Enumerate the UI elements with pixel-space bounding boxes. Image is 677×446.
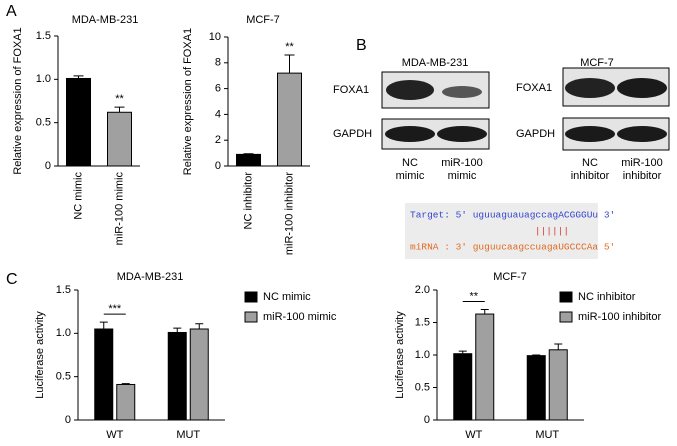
protein-label: FOXA1 bbox=[333, 84, 369, 96]
error-bar bbox=[532, 354, 541, 356]
y-tick-label: 1.0 bbox=[56, 327, 71, 339]
bar bbox=[475, 313, 495, 421]
lane-label: NC bbox=[582, 157, 598, 169]
y-axis-label: Luciferase activity bbox=[34, 311, 46, 399]
y-axis-label: Relative expression of FOXA1 bbox=[182, 28, 194, 175]
x-tick-label: WT bbox=[465, 429, 482, 441]
x-tick-label: NC inhibitor bbox=[242, 172, 254, 230]
bar bbox=[548, 349, 568, 421]
chart-title: MCF-7 bbox=[493, 271, 527, 283]
annotation: ** bbox=[285, 41, 294, 53]
error-bar bbox=[99, 321, 108, 329]
annotation: ** bbox=[469, 290, 478, 302]
legend-swatch bbox=[559, 311, 573, 323]
bar bbox=[107, 111, 132, 167]
y-tick-label: 0 bbox=[424, 414, 430, 426]
bar bbox=[116, 383, 136, 421]
panel-label: C bbox=[6, 271, 18, 288]
error-bar bbox=[114, 106, 125, 113]
x-tick-label: NC mimic bbox=[72, 172, 84, 220]
error-bar bbox=[243, 153, 254, 155]
y-tick-label: 4 bbox=[215, 108, 221, 120]
target-sequence: Target: 5' uguuaguauagccagACGGGUu 3' bbox=[410, 210, 615, 221]
y-tick-label: 0 bbox=[65, 414, 71, 426]
x-tick-label: WT bbox=[106, 429, 123, 441]
blot-title: MCF-7 bbox=[580, 57, 614, 69]
bar bbox=[453, 353, 473, 421]
y-tick-label: 0.5 bbox=[36, 117, 51, 129]
y-tick-label: 2.0 bbox=[415, 284, 430, 296]
blot-images bbox=[381, 67, 670, 151]
sequence-box bbox=[405, 203, 598, 259]
lane-label: NC bbox=[402, 157, 418, 169]
y-tick-label: 1.0 bbox=[415, 349, 430, 361]
y-tick-label: 0 bbox=[215, 160, 221, 172]
error-bar bbox=[480, 309, 489, 315]
y-tick-label: 1.5 bbox=[56, 284, 71, 296]
legend-swatch bbox=[559, 291, 573, 303]
chart-title: MDA-MB-231 bbox=[117, 271, 184, 283]
protein-label: GAPDH bbox=[333, 128, 372, 140]
y-tick-label: 1.5 bbox=[36, 30, 51, 42]
bar bbox=[236, 153, 261, 167]
y-tick-label: 0.5 bbox=[56, 371, 71, 383]
lane-label: miR-100 bbox=[441, 157, 483, 169]
panel-label: B bbox=[356, 37, 367, 54]
y-axis-label: Luciferase activity bbox=[394, 311, 406, 399]
error-bar bbox=[173, 327, 182, 333]
y-tick-label: 0 bbox=[45, 160, 51, 172]
lane-label: miR-100 bbox=[621, 157, 663, 169]
protein-label: FOXA1 bbox=[516, 82, 552, 94]
blot-title: MDA-MB-231 bbox=[402, 57, 469, 69]
error-bar bbox=[284, 54, 295, 74]
legend-label: miR-100 inhibitor bbox=[578, 311, 661, 323]
protein-label: GAPDH bbox=[516, 128, 555, 140]
x-tick-label: MUT bbox=[176, 429, 200, 441]
lane-label: mimic bbox=[448, 170, 477, 182]
y-tick-label: 1.0 bbox=[36, 73, 51, 85]
legend-label: NC inhibitor bbox=[578, 291, 636, 303]
x-tick-label: miR-100 inhibitor bbox=[283, 172, 295, 255]
error-bar bbox=[458, 350, 467, 354]
y-tick-label: 0.5 bbox=[415, 381, 430, 393]
bar bbox=[277, 72, 302, 167]
legend-swatch bbox=[244, 291, 258, 303]
annotation: *** bbox=[108, 303, 122, 315]
x-tick-label: MUT bbox=[535, 429, 559, 441]
pairing: |||||| bbox=[535, 226, 569, 237]
error-bar bbox=[554, 343, 563, 350]
lane-label: inhibitor bbox=[571, 170, 610, 182]
error-bar bbox=[195, 323, 204, 329]
y-tick-label: 8 bbox=[215, 57, 221, 69]
y-tick-label: 10 bbox=[209, 31, 221, 43]
lane-label: mimic bbox=[396, 170, 425, 182]
y-tick-label: 1.5 bbox=[415, 316, 430, 328]
bar bbox=[66, 77, 91, 167]
legend-swatch bbox=[244, 311, 258, 323]
chart-title: MDA-MB-231 bbox=[72, 14, 139, 26]
bar bbox=[189, 328, 209, 421]
panel-label: A bbox=[6, 3, 17, 20]
y-tick-label: 2 bbox=[215, 134, 221, 146]
chart-title: MCF-7 bbox=[246, 14, 280, 26]
legend-label: miR-100 mimic bbox=[263, 311, 337, 323]
y-axis-label: Relative expression of FOXA1 bbox=[12, 27, 24, 174]
annotation: ** bbox=[115, 93, 124, 105]
legend-label: NC mimic bbox=[263, 291, 311, 303]
lane-label: inhibitor bbox=[623, 170, 662, 182]
error-bar bbox=[121, 383, 130, 385]
bar bbox=[526, 355, 546, 421]
bar bbox=[94, 328, 114, 421]
mirna-sequence: miRNA : 3' guguucaagccuagaUGCCCAa 5' bbox=[410, 242, 615, 253]
bar bbox=[167, 331, 187, 421]
y-tick-label: 6 bbox=[215, 83, 221, 95]
x-tick-label: miR-100 mimic bbox=[113, 172, 125, 246]
error-bar bbox=[73, 75, 84, 79]
